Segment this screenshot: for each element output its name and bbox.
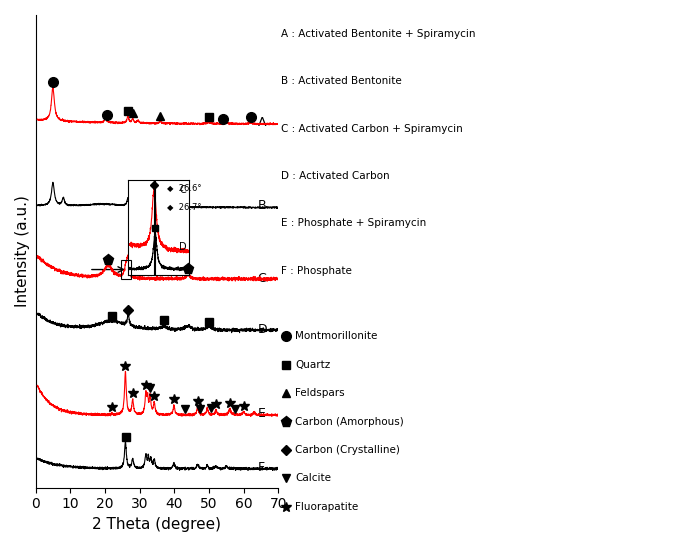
Text: Montmorillonite: Montmorillonite <box>295 331 377 341</box>
Text: Calcite: Calcite <box>295 473 332 483</box>
Text: F : Phosphate: F : Phosphate <box>281 265 351 276</box>
Text: Fluorapatite: Fluorapatite <box>295 502 359 511</box>
Text: F: F <box>258 461 264 474</box>
Y-axis label: Intensity (a.u.): Intensity (a.u.) <box>15 195 30 307</box>
Text: C : Activated Carbon + Spiramycin: C : Activated Carbon + Spiramycin <box>281 124 462 133</box>
Text: Feldspars: Feldspars <box>295 388 345 398</box>
Text: Quartz: Quartz <box>295 360 331 370</box>
Text: B: B <box>258 200 266 212</box>
Bar <box>121 260 131 278</box>
Text: E : Phosphate + Spiramycin: E : Phosphate + Spiramycin <box>281 218 426 228</box>
Text: D : Activated Carbon: D : Activated Carbon <box>281 171 390 181</box>
Text: Carbon (Crystalline): Carbon (Crystalline) <box>295 445 400 455</box>
Text: C: C <box>258 272 266 285</box>
Text: A : Activated Bentonite + Spiramycin: A : Activated Bentonite + Spiramycin <box>281 29 475 39</box>
Text: D: D <box>258 323 267 336</box>
Text: E: E <box>258 406 266 420</box>
Text: A: A <box>258 116 266 129</box>
X-axis label: 2 Theta (degree): 2 Theta (degree) <box>92 517 221 532</box>
Text: B : Activated Bentonite: B : Activated Bentonite <box>281 77 401 86</box>
Text: Carbon (Amorphous): Carbon (Amorphous) <box>295 417 404 427</box>
